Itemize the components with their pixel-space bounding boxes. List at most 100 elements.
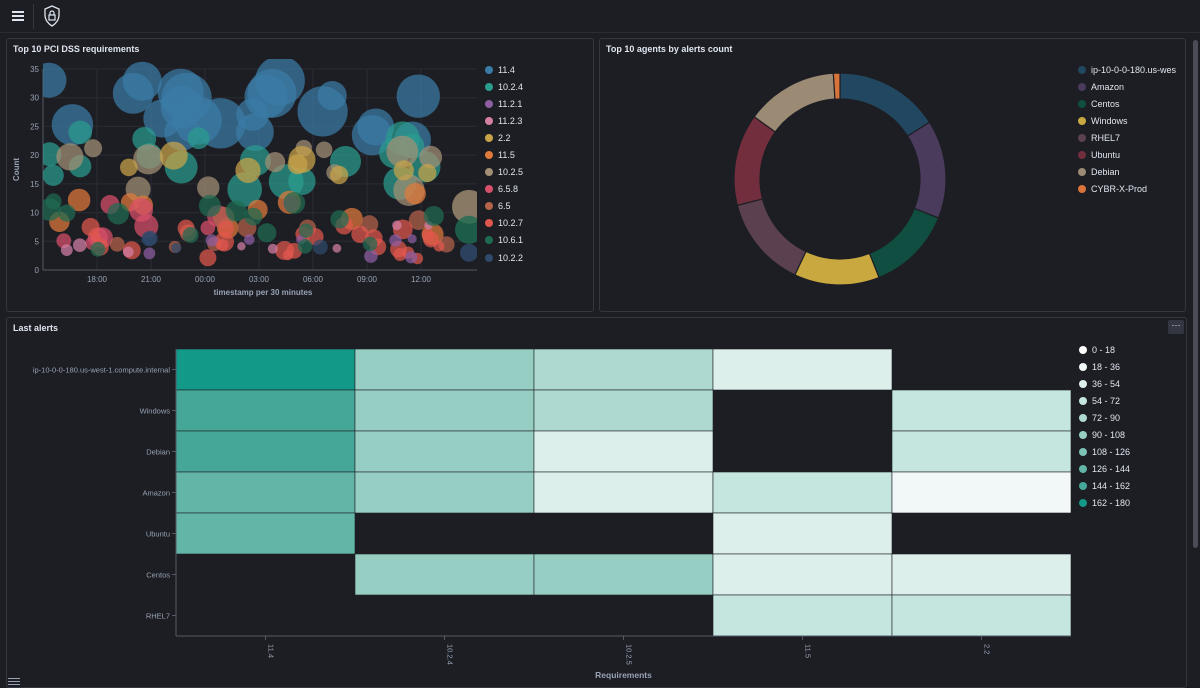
- heatmap-cell[interactable]: [175, 471, 356, 514]
- heatmap-cell[interactable]: [533, 553, 714, 596]
- bubble-point[interactable]: [392, 220, 402, 231]
- bubble-point[interactable]: [364, 249, 378, 263]
- legend-item[interactable]: 10.2.5: [485, 164, 523, 181]
- heatmap-cell[interactable]: [175, 430, 356, 473]
- shield-lock-icon[interactable]: [42, 5, 62, 27]
- heatmap-cell[interactable]: [712, 348, 893, 391]
- legend-item[interactable]: 10.2.2: [485, 249, 523, 266]
- bubble-point[interactable]: [187, 127, 210, 150]
- legend-item[interactable]: 18 - 36: [1079, 358, 1130, 375]
- bubble-point[interactable]: [460, 243, 477, 262]
- heatmap-cell[interactable]: [891, 430, 1072, 473]
- bubble-point[interactable]: [408, 210, 429, 230]
- bubble-point[interactable]: [267, 243, 278, 254]
- heatmap-cell[interactable]: [175, 348, 356, 391]
- heatmap-cell[interactable]: [891, 471, 1072, 514]
- bubble-point[interactable]: [56, 143, 84, 171]
- legend-item[interactable]: 54 - 72: [1079, 392, 1130, 409]
- bubble-point[interactable]: [315, 141, 333, 159]
- bubble-point[interactable]: [237, 242, 246, 251]
- heatmap-cell[interactable]: [712, 471, 893, 514]
- legend-item[interactable]: 144 - 162: [1079, 478, 1130, 495]
- bubble-point[interactable]: [419, 145, 443, 169]
- bubble-point[interactable]: [182, 227, 199, 243]
- bubble-point[interactable]: [298, 223, 314, 238]
- bubble-point[interactable]: [197, 176, 220, 199]
- bubble-point[interactable]: [235, 157, 261, 183]
- donut-slice[interactable]: [753, 72, 836, 133]
- bubble-point[interactable]: [216, 239, 229, 251]
- bubble-point[interactable]: [283, 192, 306, 214]
- bubble-point[interactable]: [120, 158, 138, 177]
- heatmap-cell[interactable]: [175, 512, 356, 555]
- donut-slice[interactable]: [906, 121, 947, 219]
- legend-item[interactable]: 11.2.1: [485, 95, 523, 112]
- bubble-point[interactable]: [32, 62, 67, 98]
- heatmap-cell[interactable]: [354, 471, 535, 514]
- heatmap-cell[interactable]: [533, 430, 714, 473]
- bubble-point[interactable]: [199, 249, 217, 267]
- donut-slice[interactable]: [839, 72, 931, 137]
- bubble-point[interactable]: [90, 241, 106, 257]
- bubble-point[interactable]: [45, 193, 62, 210]
- bubble-point[interactable]: [332, 243, 342, 253]
- donut-slice[interactable]: [832, 72, 841, 100]
- bubble-point[interactable]: [297, 239, 313, 254]
- legend-item[interactable]: 0 - 18: [1079, 341, 1130, 358]
- bubble-point[interactable]: [330, 210, 349, 229]
- bubble-point[interactable]: [159, 141, 188, 170]
- bubble-point[interactable]: [225, 200, 247, 222]
- bubble-point[interactable]: [389, 234, 402, 247]
- bubble-point[interactable]: [423, 206, 444, 226]
- heatmap-cell[interactable]: [891, 389, 1072, 432]
- legend-item[interactable]: 11.2.3: [485, 112, 523, 129]
- legend-item[interactable]: RHEL7: [1078, 129, 1176, 146]
- bubble-point[interactable]: [160, 85, 204, 129]
- bubble-point[interactable]: [218, 220, 234, 237]
- bubble-point[interactable]: [452, 189, 477, 224]
- legend-item[interactable]: Debian: [1078, 164, 1176, 181]
- bubble-point[interactable]: [205, 234, 218, 247]
- legend-item[interactable]: 126 - 144: [1079, 461, 1130, 478]
- legend-item[interactable]: ip-10-0-0-180.us-wes: [1078, 61, 1176, 78]
- bubble-point[interactable]: [244, 207, 263, 226]
- bubble-point[interactable]: [288, 146, 316, 173]
- legend-item[interactable]: 90 - 108: [1079, 426, 1130, 443]
- heatmap-cell[interactable]: [712, 512, 893, 555]
- hamburger-menu-icon[interactable]: [8, 7, 28, 27]
- bubble-point[interactable]: [198, 194, 221, 217]
- legend-item[interactable]: 10.2.7: [485, 215, 523, 232]
- bubble-point[interactable]: [396, 74, 440, 118]
- panel-options-button[interactable]: ⋯: [1168, 320, 1184, 334]
- heatmap-cell[interactable]: [175, 389, 356, 432]
- bubble-point[interactable]: [405, 251, 418, 264]
- heatmap-cell[interactable]: [891, 594, 1072, 637]
- legend-item[interactable]: 108 - 126: [1079, 444, 1130, 461]
- heatmap-cell[interactable]: [712, 553, 893, 596]
- legend-item[interactable]: Windows: [1078, 112, 1176, 129]
- bubble-point[interactable]: [73, 238, 87, 252]
- bubble-point[interactable]: [81, 218, 100, 236]
- legend-item[interactable]: CYBR-X-Prod: [1078, 181, 1176, 198]
- legend-item[interactable]: 11.5: [485, 146, 523, 163]
- heatmap-cell[interactable]: [354, 430, 535, 473]
- donut-slice[interactable]: [868, 207, 940, 279]
- bubble-point[interactable]: [200, 220, 216, 236]
- donut-slice[interactable]: [733, 115, 777, 207]
- bubble-point[interactable]: [265, 152, 286, 173]
- bubble-point[interactable]: [404, 183, 426, 205]
- heatmap-cell[interactable]: [533, 389, 714, 432]
- bubble-point[interactable]: [329, 165, 349, 185]
- legend-item[interactable]: 11.4: [485, 61, 523, 78]
- bubble-point[interactable]: [107, 202, 129, 225]
- list-icon[interactable]: [8, 676, 20, 686]
- bubble-point[interactable]: [122, 246, 134, 258]
- bubble-point[interactable]: [143, 247, 156, 260]
- heatmap-cell[interactable]: [354, 348, 535, 391]
- legend-item[interactable]: 10.2.4: [485, 78, 523, 95]
- bubble-point[interactable]: [58, 204, 76, 222]
- bubble-point[interactable]: [244, 234, 255, 245]
- legend-item[interactable]: 6.5.8: [485, 181, 523, 198]
- bubble-point[interactable]: [236, 113, 274, 152]
- bubble-point[interactable]: [407, 234, 417, 244]
